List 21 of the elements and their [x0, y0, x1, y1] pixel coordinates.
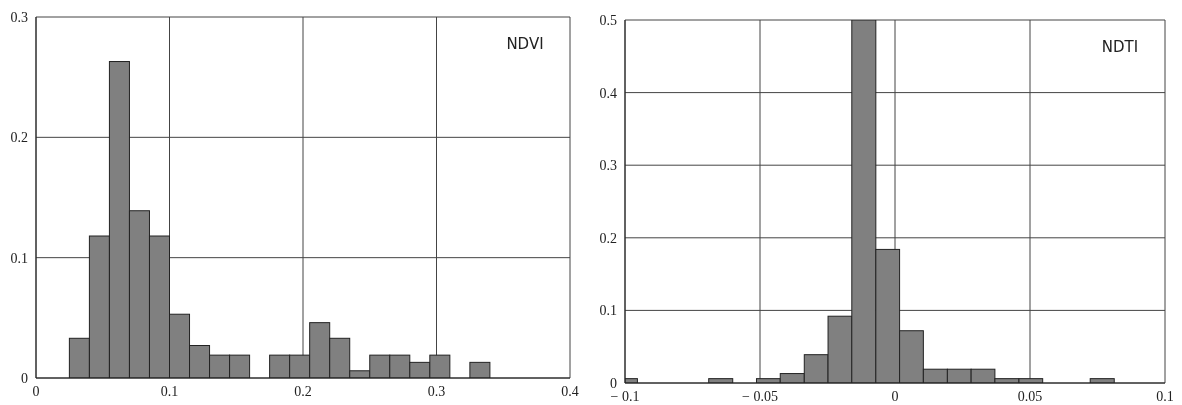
y-tick-label: 0.2	[10, 130, 28, 146]
y-tick-label: 0.1	[10, 250, 28, 266]
y-tick-label: 0	[21, 370, 28, 386]
y-tick-label: 0.3	[10, 9, 28, 25]
x-tick-label: 0	[891, 388, 899, 404]
x-tick-label: 0.05	[1017, 388, 1043, 404]
text: NDTI	[1100, 38, 1140, 56]
x-tick-label: − 0.05	[742, 388, 778, 404]
y-tick-label: 0.2	[599, 230, 617, 246]
x-tick-label: 0.2	[294, 383, 312, 399]
y-tick-label: 0.5	[599, 12, 617, 28]
y-tick-label: 0.3	[599, 158, 617, 174]
x-tick-label: 0.1	[160, 383, 179, 399]
x-tick-label: 0.3	[427, 383, 446, 399]
x-tick-label: 0	[32, 383, 40, 399]
y-tick-label: 0.4	[599, 85, 617, 101]
x-tick-label: 0.1	[1156, 388, 1174, 404]
x-tick-label: 0.4	[561, 383, 579, 399]
text: NDVI	[505, 35, 545, 53]
x-tick-label: − 0.1	[610, 388, 640, 404]
y-tick-label: 0.1	[599, 303, 617, 319]
